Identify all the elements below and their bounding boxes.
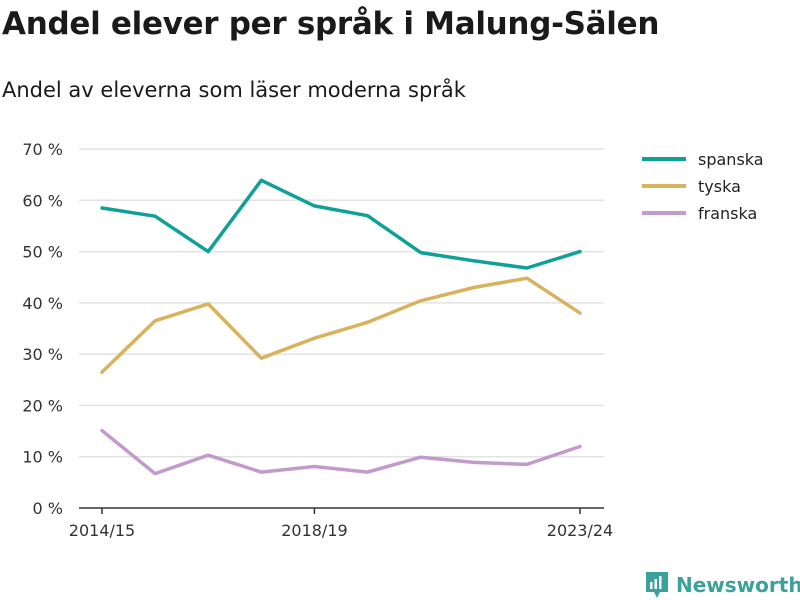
x-tick-label: 2023/24 xyxy=(547,521,613,540)
legend: spanska tyska franska xyxy=(642,150,764,223)
newsworthy-brand[interactable]: Newsworthy xyxy=(644,570,800,600)
x-axis: 2014/15 2018/19 2023/24 xyxy=(69,507,613,540)
chart-title: Andel elever per språk i Malung-Sälen xyxy=(2,6,660,42)
y-tick-label: 30 % xyxy=(22,345,63,364)
series-lines xyxy=(100,178,582,476)
x-tick-label: 2018/19 xyxy=(281,521,347,540)
y-tick-label: 0 % xyxy=(33,499,63,518)
y-axis-labels: 0 % 10 % 20 % 30 % 40 % 50 % 60 % 70 % xyxy=(22,140,63,518)
newsworthy-logo-icon xyxy=(646,572,668,598)
y-tick-label: 60 % xyxy=(22,191,63,210)
y-tick-label: 10 % xyxy=(22,448,63,467)
brand-name: Newsworthy xyxy=(676,573,800,597)
series-line-spanska xyxy=(100,178,582,270)
grid-lines xyxy=(79,148,604,458)
legend-label-tyska: tyska xyxy=(698,177,741,196)
y-tick-label: 50 % xyxy=(22,243,63,262)
y-tick-label: 20 % xyxy=(22,396,63,415)
y-tick-label: 40 % xyxy=(22,294,63,313)
x-tick-label: 2014/15 xyxy=(69,521,135,540)
legend-label-franska: franska xyxy=(698,204,757,223)
y-tick-label: 70 % xyxy=(22,140,63,159)
chart-subtitle: Andel av eleverna som läser moderna språ… xyxy=(2,78,466,102)
series-line-tyska xyxy=(100,276,582,374)
series-line-franska xyxy=(100,428,582,476)
legend-label-spanska: spanska xyxy=(698,150,764,169)
